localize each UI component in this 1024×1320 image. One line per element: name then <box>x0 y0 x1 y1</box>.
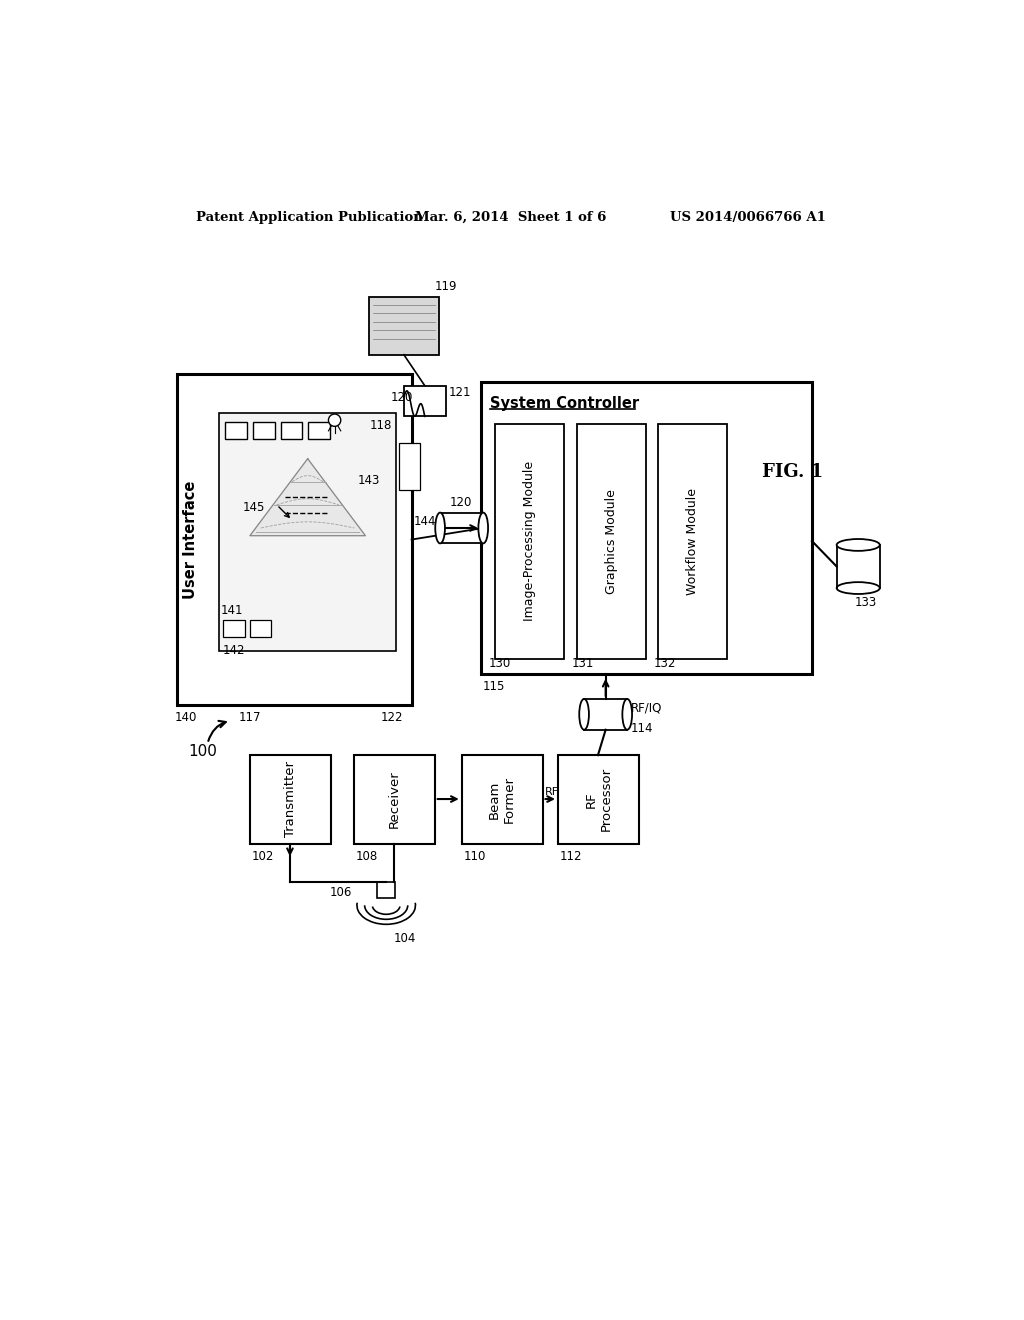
Bar <box>495 424 564 659</box>
Text: RF: RF <box>545 787 559 797</box>
Bar <box>658 424 727 659</box>
Bar <box>440 512 483 544</box>
Text: 114: 114 <box>631 722 653 735</box>
Bar <box>253 422 274 438</box>
Text: 108: 108 <box>355 850 378 863</box>
Text: 145: 145 <box>243 502 265 513</box>
Text: Workflow Module: Workflow Module <box>686 487 699 594</box>
Text: 121: 121 <box>449 385 471 399</box>
Text: 122: 122 <box>381 711 403 725</box>
Bar <box>377 882 395 898</box>
Polygon shape <box>250 459 366 536</box>
Text: 120: 120 <box>391 391 414 404</box>
Text: 112: 112 <box>559 850 582 863</box>
Text: Graphics Module: Graphics Module <box>605 488 618 594</box>
Text: 115: 115 <box>482 681 505 693</box>
Bar <box>837 545 880 589</box>
Text: 102: 102 <box>252 850 273 863</box>
Text: Image-Processing Module: Image-Processing Module <box>523 461 536 622</box>
Text: 118: 118 <box>370 418 392 432</box>
Text: 131: 131 <box>571 657 594 671</box>
Bar <box>219 413 396 651</box>
Text: User Interface: User Interface <box>183 480 198 599</box>
Bar <box>354 755 435 843</box>
Text: 100: 100 <box>188 743 217 759</box>
Bar <box>398 444 420 490</box>
Bar <box>370 297 438 355</box>
Bar <box>462 755 543 843</box>
Bar <box>308 422 330 438</box>
Text: Beam
Former: Beam Former <box>488 776 516 822</box>
Ellipse shape <box>435 512 445 544</box>
Circle shape <box>329 414 341 426</box>
Ellipse shape <box>478 512 488 544</box>
Bar <box>250 755 331 843</box>
Text: US 2014/0066766 A1: US 2014/0066766 A1 <box>670 211 825 224</box>
Ellipse shape <box>837 539 880 550</box>
Bar <box>177 374 412 705</box>
Text: Receiver: Receiver <box>388 771 400 829</box>
Text: 141: 141 <box>220 603 243 616</box>
Ellipse shape <box>580 700 589 730</box>
Bar <box>584 700 628 730</box>
Text: Mar. 6, 2014  Sheet 1 of 6: Mar. 6, 2014 Sheet 1 of 6 <box>416 211 607 224</box>
Text: 144: 144 <box>414 515 436 528</box>
Text: 106: 106 <box>329 886 351 899</box>
Ellipse shape <box>837 582 880 594</box>
Text: FIG. 1: FIG. 1 <box>762 462 823 480</box>
Text: RF/IQ: RF/IQ <box>631 702 663 714</box>
Bar <box>481 381 812 675</box>
Text: System Controller: System Controller <box>490 396 639 411</box>
Text: 133: 133 <box>854 595 877 609</box>
Text: 119: 119 <box>435 280 457 293</box>
Bar <box>403 385 446 416</box>
Bar <box>558 755 639 843</box>
Text: RF
Processor: RF Processor <box>585 767 612 832</box>
Text: 140: 140 <box>174 711 197 725</box>
Bar <box>225 422 247 438</box>
Text: 120: 120 <box>451 496 472 508</box>
Text: Patent Application Publication: Patent Application Publication <box>196 211 423 224</box>
Bar <box>250 620 271 638</box>
Text: 104: 104 <box>394 932 417 945</box>
Text: 132: 132 <box>654 657 677 671</box>
Text: 110: 110 <box>463 850 485 863</box>
Bar <box>281 422 302 438</box>
Bar <box>223 620 245 638</box>
Text: Transmitter: Transmitter <box>284 762 297 837</box>
Text: 130: 130 <box>488 657 511 671</box>
Bar <box>578 424 646 659</box>
Text: 117: 117 <box>239 711 261 725</box>
Ellipse shape <box>623 700 632 730</box>
Text: 143: 143 <box>357 474 380 487</box>
Text: 142: 142 <box>223 644 246 656</box>
